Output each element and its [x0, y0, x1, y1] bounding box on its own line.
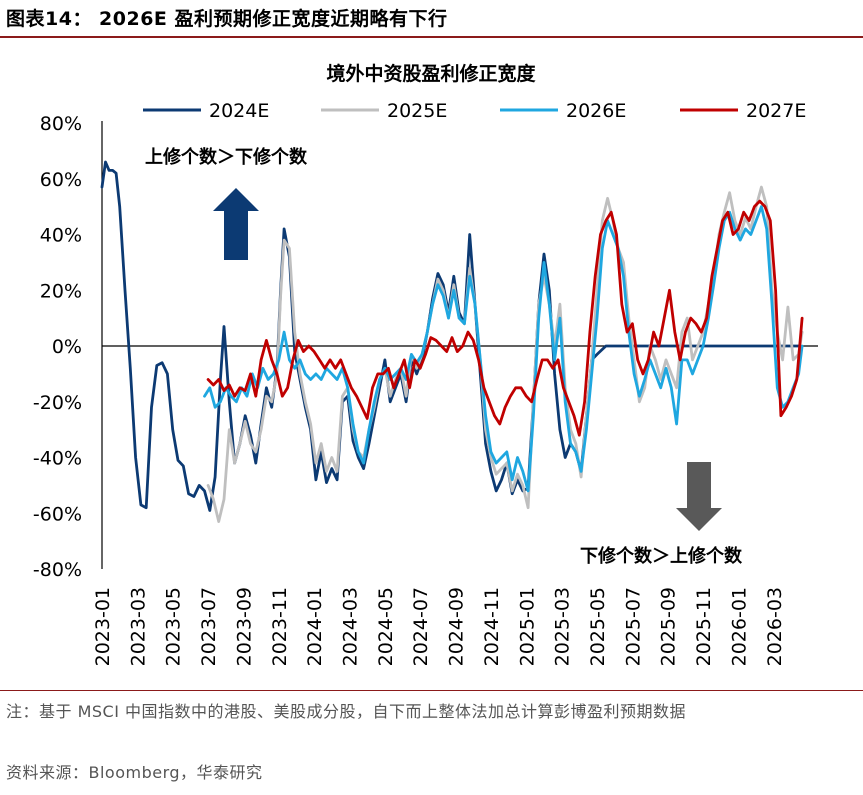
x-tick-label: 2025-11 [693, 587, 715, 666]
x-tick-label: 2025-03 [552, 587, 574, 666]
figure-title: 图表14： 2026E 盈利预期修正宽度近期略有下行 [6, 8, 448, 30]
note-divider [0, 690, 863, 691]
x-tick-label: 2024-05 [375, 587, 397, 666]
y-tick-label: 80% [40, 113, 82, 135]
series-line-2024E [100, 160, 802, 512]
x-tick-label: 2024-01 [304, 587, 326, 666]
y-tick-label: 0% [52, 336, 82, 358]
legend-label-2025E: 2025E [387, 100, 447, 122]
x-tick-label: 2025-09 [658, 587, 680, 666]
x-tick-label: 2024-09 [446, 587, 468, 666]
y-tick-label: 40% [40, 225, 82, 247]
legend-label-2026E: 2026E [566, 100, 626, 122]
series-line-2026E [203, 205, 804, 493]
y-tick-label: -20% [33, 392, 82, 414]
annotation-down: 下修个数＞上修个数 [580, 545, 743, 567]
y-tick-label: 20% [40, 280, 82, 302]
x-tick-label: 2023-03 [127, 587, 149, 666]
figure-note: 注：基于 MSCI 中国指数中的港股、美股成分股，自下而上整体法加总计算彭博盈利… [6, 702, 687, 721]
legend-label-2024E: 2024E [209, 100, 269, 122]
y-tick-label: -80% [33, 559, 82, 581]
x-tick-label: 2023-07 [198, 587, 220, 666]
x-tick-label: 2023-05 [163, 587, 185, 666]
series-line-2027E [206, 199, 804, 437]
x-tick-label: 2025-07 [622, 587, 644, 666]
x-tick-label: 2023-01 [92, 587, 114, 666]
x-tick-label: 2024-03 [340, 587, 362, 666]
figure-source: 资料来源：Bloomberg，华泰研究 [6, 763, 263, 782]
x-tick-label: 2024-07 [410, 587, 432, 666]
x-tick-label: 2025-05 [587, 587, 609, 666]
x-tick-label: 2025-01 [516, 587, 538, 666]
legend-label-2027E: 2027E [746, 100, 806, 122]
title-divider [0, 36, 863, 38]
x-tick-label: 2026-03 [764, 587, 786, 666]
y-tick-label: 60% [40, 169, 82, 191]
x-tick-label: 2023-09 [233, 587, 255, 666]
x-tick-label: 2023-11 [269, 587, 291, 666]
down-arrow [676, 462, 722, 531]
y-tick-label: -60% [33, 503, 82, 525]
x-tick-label: 2026-01 [728, 587, 750, 666]
annotation-up: 上修个数＞下修个数 [145, 146, 308, 168]
line-chart: 境外中资股盈利修正宽度 2024E 2025E 2026E 2027E 80% 60% 40%… [33, 62, 818, 666]
x-tick-label: 2024-11 [481, 587, 503, 666]
y-tick-label: -40% [33, 448, 82, 470]
chart-title: 境外中资股盈利修正宽度 [326, 62, 536, 85]
up-arrow [213, 188, 259, 260]
